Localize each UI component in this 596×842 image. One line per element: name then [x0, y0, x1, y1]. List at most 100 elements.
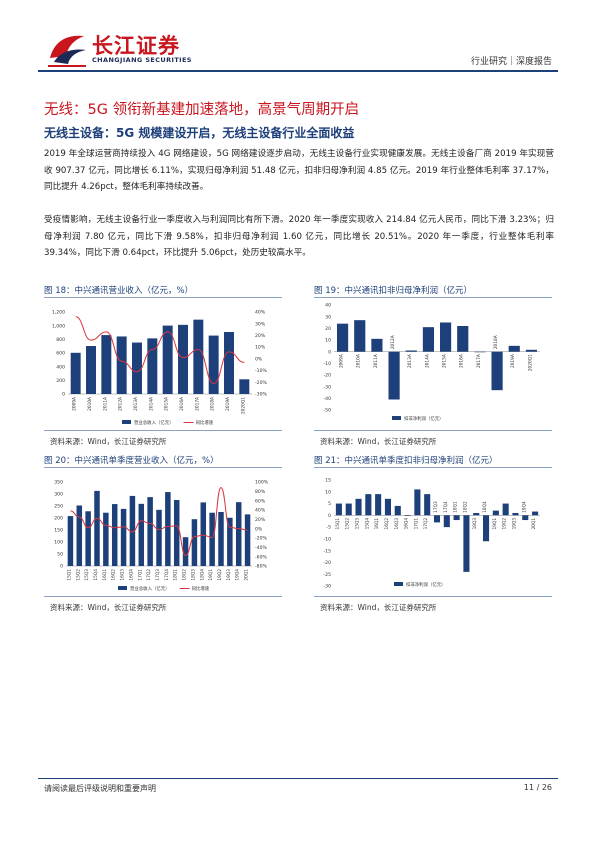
chart-20-quarterly-revenue: 0 50 100 150 200 250 300 350 -80% -60% -40% -20% 0% 2… — [54, 480, 269, 592]
bar — [162, 325, 173, 394]
bar — [424, 494, 431, 516]
x-tick-label: 18Q2 — [182, 569, 188, 581]
y-tick-label: -5 — [326, 525, 331, 531]
bar — [474, 351, 486, 353]
report-type: 行业研究｜深度报告 — [470, 57, 552, 67]
figure-21-source: 资料来源：Wind，长江证券研究所 — [320, 603, 437, 612]
x-tick-label: 15Q2 — [345, 518, 351, 530]
y-tick-label: 1,200 — [52, 310, 65, 316]
bar — [116, 336, 127, 394]
y2-tick-label: 40% — [255, 508, 266, 514]
y-tick-label: 0 — [62, 392, 65, 398]
x-tick-label: 2012A — [390, 335, 396, 349]
bar — [388, 351, 400, 400]
x-tick-label: 17Q1 — [137, 569, 143, 581]
bar — [365, 494, 372, 516]
bar — [405, 350, 417, 352]
y2-tick-label: 80% — [255, 489, 266, 495]
x-tick-label: 16Q2 — [111, 569, 117, 581]
bar — [491, 351, 503, 391]
x-tick-label: 15Q1 — [66, 569, 72, 581]
x-tick-label: 2012A — [118, 397, 124, 411]
x-tick-label: 17Q4 — [443, 501, 449, 513]
bar — [354, 320, 366, 352]
x-tick-label: 2014A — [148, 397, 154, 411]
y-tick-label: -15 — [323, 548, 331, 554]
x-tick-label: 19Q2 — [502, 518, 508, 530]
bar — [371, 338, 383, 352]
y2-tick-label: 20% — [255, 517, 266, 523]
y-tick-label: 10 — [325, 338, 331, 344]
bar — [502, 503, 509, 516]
bar — [191, 519, 198, 566]
x-tick-label: 2011A — [373, 354, 379, 368]
legend-label: 营业总收入（亿元） — [130, 585, 170, 592]
figure-19-bottom-rule — [314, 430, 552, 431]
bar — [209, 512, 215, 566]
figure-21-bottom-rule — [314, 596, 552, 597]
y2-tick-label: 10% — [255, 345, 266, 351]
y2-tick-label: 40% — [255, 310, 266, 316]
figure-21-title: 图 21：中兴通讯单季度扣非归母净利润（亿元） — [314, 456, 498, 466]
figure-18-source: 资料来源：Wind，长江证券研究所 — [50, 437, 167, 446]
bar — [443, 515, 450, 528]
bar — [224, 332, 234, 394]
bar — [85, 511, 91, 566]
bar — [101, 335, 112, 394]
footer-divider — [38, 778, 558, 779]
x-tick-label: 19Q1 — [208, 569, 214, 581]
x-tick-label: 2015A — [164, 397, 170, 411]
bar — [422, 327, 434, 352]
y-tick-label: 5 — [328, 501, 331, 507]
bar — [103, 512, 109, 566]
y-tick-label: 15 — [325, 478, 331, 484]
bar — [200, 502, 207, 566]
x-tick-label: 16Q4 — [404, 518, 410, 530]
x-tick-label: 2016A — [459, 354, 465, 368]
x-tick-label: 17Q2 — [146, 569, 152, 581]
x-tick-label: 16Q4 — [128, 569, 134, 581]
x-tick-label: 15Q2 — [75, 569, 81, 581]
figure-18-title: 图 18：中兴通讯营业收入（亿元，%） — [44, 286, 194, 296]
x-tick-label: 2020Q1 — [527, 354, 533, 371]
growth-line — [75, 316, 245, 384]
bar — [525, 349, 537, 352]
y-tick-label: 300 — [54, 492, 63, 498]
bar — [457, 326, 469, 352]
x-tick-label: 2013A — [407, 354, 413, 368]
bar — [208, 335, 219, 394]
bar — [120, 508, 127, 566]
y-tick-label: -50 — [323, 408, 331, 414]
x-tick-label: 2020Q1 — [240, 397, 246, 414]
bar — [463, 515, 470, 572]
x-tick-label: 19Q4 — [521, 501, 527, 513]
y-tick-label: 10 — [325, 489, 331, 495]
x-tick-label: 2017A — [476, 354, 482, 368]
paragraph-2: 受疫情影响，无线主设备行业一季度收入与利润同比有所下滑。2020 年一季度实现收… — [44, 215, 554, 259]
bar — [129, 495, 136, 566]
y2-tick-label: 20% — [255, 333, 266, 339]
section-title: 无线：5G 领衔新基建加速落地，高景气周期开启 — [44, 102, 360, 118]
x-tick-label: 15Q3 — [355, 518, 361, 530]
x-tick-label: 2011A — [102, 397, 108, 411]
legend-bar-swatch — [394, 582, 403, 586]
chart-21-quarterly-net-profit: -30 -25 -20 -15 -10 -5 0 5 10 15 15Q1 15Q2 15Q3 15Q4 1… — [323, 478, 540, 590]
y-tick-label: 0 — [328, 513, 331, 519]
x-tick-label: 18Q4 — [199, 569, 205, 581]
bar — [244, 514, 251, 566]
bar — [440, 322, 452, 352]
bar — [94, 490, 100, 566]
bar — [182, 537, 189, 566]
y-tick-label: 350 — [54, 480, 63, 486]
y-tick-label: -30 — [323, 384, 331, 390]
y-tick-label: 600 — [56, 351, 65, 357]
x-tick-label: 15Q4 — [93, 569, 99, 581]
logo-emblem-icon — [48, 35, 86, 67]
x-tick-label: 18Q3 — [472, 518, 478, 530]
x-tick-label: 2009A — [72, 397, 78, 411]
bar — [337, 323, 349, 352]
bar — [156, 509, 162, 566]
figure-18-bottom-rule — [44, 430, 282, 431]
bar — [384, 498, 391, 516]
bar — [193, 319, 204, 394]
